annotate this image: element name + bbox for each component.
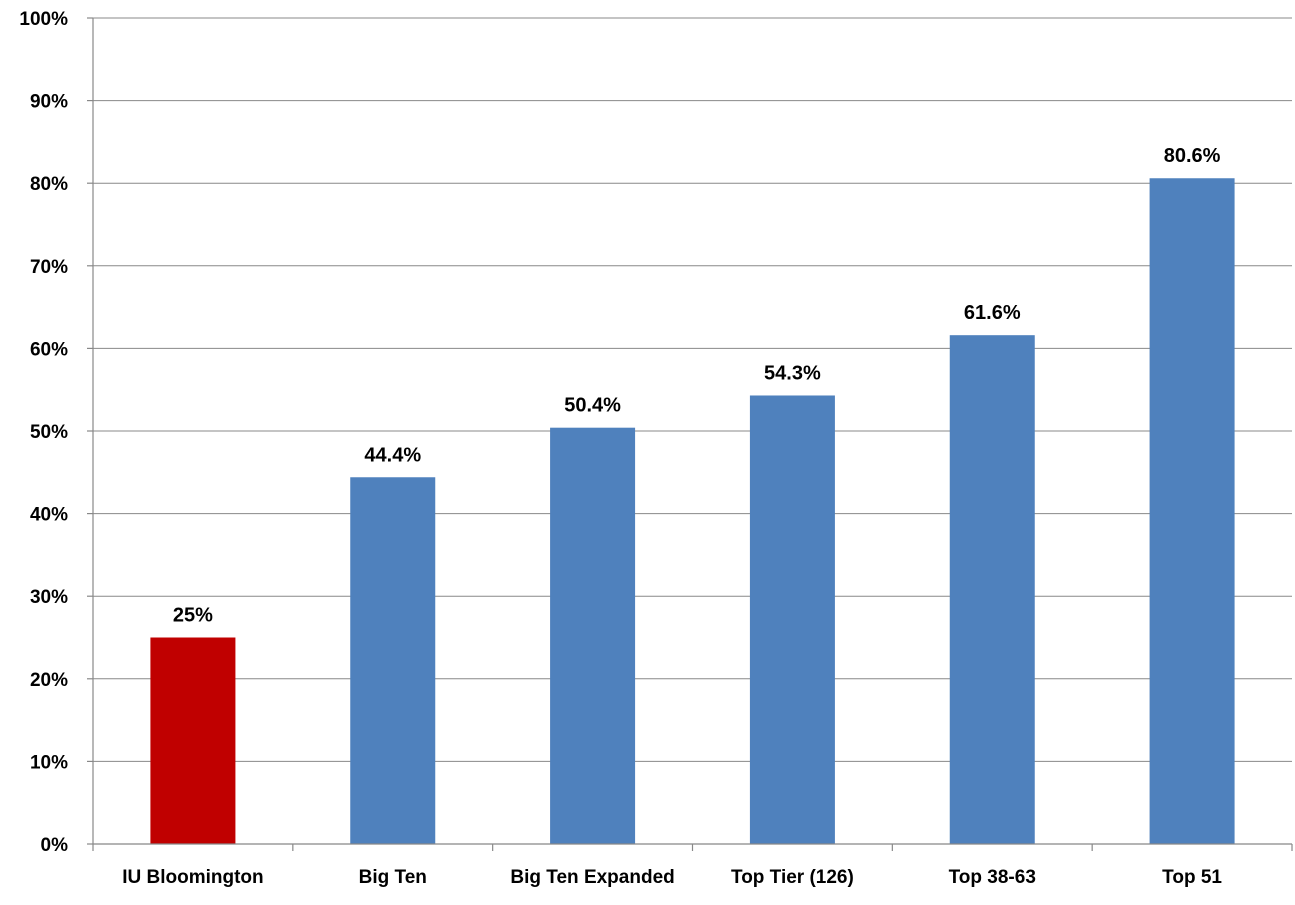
- data-label: 50.4%: [564, 395, 621, 417]
- y-tick-label: 0%: [41, 835, 69, 856]
- y-tick-label: 10%: [30, 752, 68, 773]
- data-label: 25%: [173, 605, 213, 627]
- x-tick-label: IU Bloomington: [122, 867, 263, 888]
- bar: [150, 637, 236, 844]
- labels: 0% 10% 20% 30% 40% 50% 60% 70% 80% 90% 100% 25% IU B…: [19, 9, 1222, 888]
- y-tick-label: 60%: [30, 339, 68, 360]
- x-tick-label: Big Ten Expanded: [510, 867, 674, 888]
- y-tick-label: 70%: [30, 257, 68, 278]
- data-label: 54.3%: [764, 362, 821, 384]
- y-tick-label: 50%: [30, 422, 68, 443]
- bar: [350, 477, 436, 844]
- bars: [150, 178, 1235, 844]
- data-label: 44.4%: [364, 444, 421, 466]
- bar: [1149, 178, 1235, 844]
- bar: [949, 335, 1035, 844]
- x-tick-label: Top 38-63: [949, 867, 1036, 888]
- y-tick-label: 30%: [30, 587, 68, 608]
- bar: [550, 427, 636, 844]
- y-tick-label: 40%: [30, 505, 68, 526]
- y-tick-label: 90%: [30, 92, 68, 113]
- bar: [749, 395, 835, 844]
- x-tick-label: Top 51: [1162, 867, 1222, 888]
- y-tick-label: 100%: [19, 9, 68, 30]
- gridlines: [93, 17, 1292, 762]
- y-tick-label: 20%: [30, 670, 68, 691]
- x-tick-label: Big Ten: [359, 867, 427, 888]
- axes: [87, 17, 1293, 851]
- x-tick-label: Top Tier (126): [731, 867, 854, 888]
- data-label: 80.6%: [1164, 145, 1221, 167]
- y-tick-label: 80%: [30, 174, 68, 195]
- data-label: 61.6%: [964, 302, 1021, 324]
